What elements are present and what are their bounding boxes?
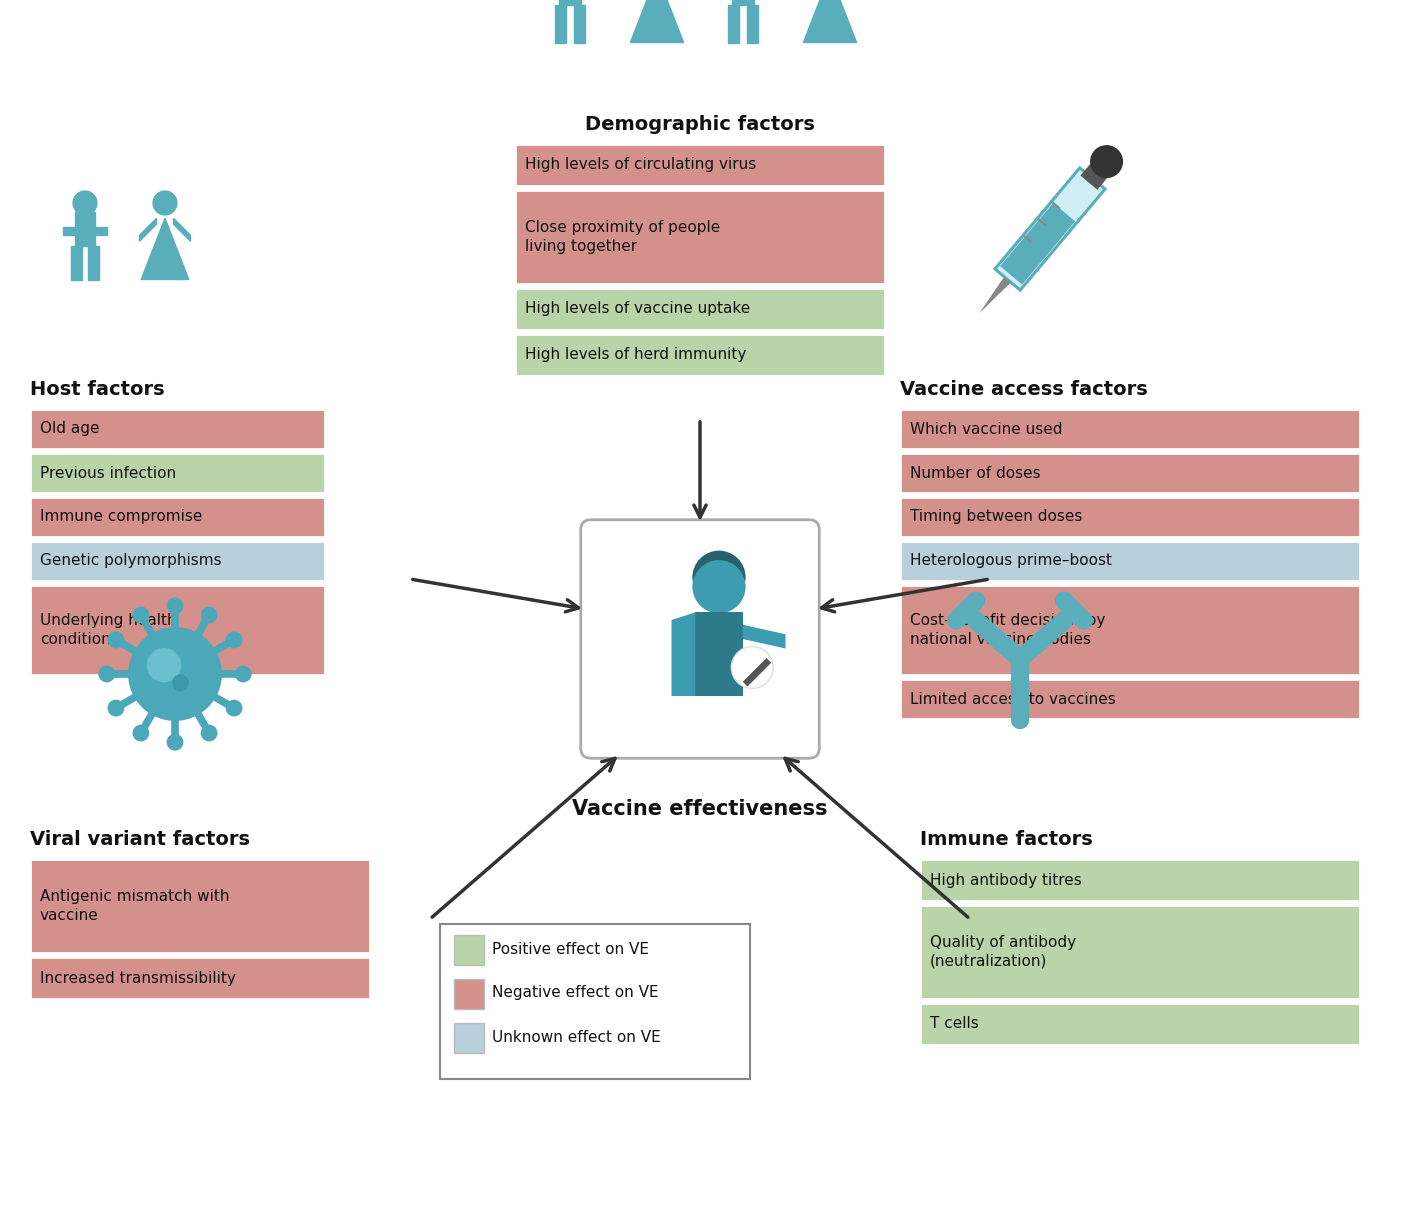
- Bar: [746, 5, 758, 43]
- Circle shape: [693, 560, 745, 613]
- Bar: [554, 5, 567, 43]
- Circle shape: [202, 607, 217, 623]
- Bar: [29, 541, 325, 581]
- Text: Positive effect on VE: Positive effect on VE: [492, 941, 650, 956]
- FancyBboxPatch shape: [581, 520, 819, 758]
- Bar: [72, 246, 81, 279]
- Bar: [63, 227, 107, 235]
- Circle shape: [153, 190, 177, 215]
- Bar: [920, 859, 1360, 901]
- Bar: [29, 859, 370, 952]
- Text: Viral variant factors: Viral variant factors: [29, 830, 250, 849]
- Circle shape: [133, 607, 149, 623]
- Circle shape: [1090, 145, 1122, 178]
- Circle shape: [226, 701, 241, 715]
- Text: T cells: T cells: [930, 1016, 979, 1031]
- Text: Quality of antibody
(neutralization): Quality of antibody (neutralization): [930, 935, 1076, 968]
- Text: Negative effect on VE: Negative effect on VE: [492, 986, 658, 1000]
- Bar: [515, 334, 885, 376]
- Bar: [558, 0, 581, 5]
- Circle shape: [693, 551, 745, 603]
- Circle shape: [167, 599, 182, 613]
- Bar: [74, 211, 95, 246]
- Polygon shape: [804, 0, 857, 43]
- Polygon shape: [142, 219, 189, 279]
- Bar: [88, 246, 98, 279]
- Bar: [899, 409, 1360, 449]
- Polygon shape: [630, 0, 683, 43]
- Text: Increased transmissibility: Increased transmissibility: [41, 971, 236, 986]
- Circle shape: [108, 632, 123, 648]
- Circle shape: [236, 666, 251, 682]
- Text: Cost–benefit decisions by
national vaccine bodies: Cost–benefit decisions by national vacci…: [911, 613, 1106, 646]
- Bar: [455, 935, 484, 965]
- Polygon shape: [174, 219, 191, 241]
- Polygon shape: [139, 219, 157, 241]
- Bar: [441, 924, 751, 1079]
- Circle shape: [202, 725, 217, 741]
- Bar: [515, 144, 885, 186]
- Polygon shape: [979, 277, 1012, 313]
- Bar: [455, 980, 484, 1009]
- Bar: [728, 5, 739, 43]
- Bar: [731, 0, 755, 5]
- Text: Antigenic mismatch with
vaccine: Antigenic mismatch with vaccine: [41, 890, 230, 923]
- Text: Which vaccine used: Which vaccine used: [911, 422, 1062, 436]
- Bar: [29, 957, 370, 999]
- Bar: [899, 541, 1360, 581]
- Text: Host factors: Host factors: [29, 380, 164, 399]
- Circle shape: [167, 735, 182, 750]
- Circle shape: [731, 646, 773, 688]
- Bar: [920, 1003, 1360, 1045]
- Bar: [515, 288, 885, 331]
- Text: Timing between doses: Timing between doses: [911, 510, 1082, 525]
- Circle shape: [133, 725, 149, 741]
- Polygon shape: [1080, 155, 1115, 189]
- Bar: [29, 585, 325, 675]
- Bar: [29, 454, 325, 493]
- Text: Number of doses: Number of doses: [911, 466, 1041, 481]
- Bar: [899, 678, 1360, 719]
- Polygon shape: [742, 624, 786, 649]
- Bar: [899, 454, 1360, 493]
- Polygon shape: [696, 612, 742, 696]
- Text: Limited access to vaccines: Limited access to vaccines: [911, 692, 1115, 707]
- Bar: [899, 585, 1360, 675]
- Polygon shape: [672, 612, 696, 696]
- Text: High levels of vaccine uptake: High levels of vaccine uptake: [525, 301, 751, 317]
- Text: Immune factors: Immune factors: [920, 830, 1093, 849]
- Text: Vaccine access factors: Vaccine access factors: [899, 380, 1148, 399]
- Text: Heterologous prime–boost: Heterologous prime–boost: [911, 553, 1113, 569]
- Text: Demographic factors: Demographic factors: [585, 116, 815, 134]
- Circle shape: [147, 649, 181, 682]
- Text: Underlying health
conditions: Underlying health conditions: [41, 613, 177, 646]
- Bar: [515, 190, 885, 284]
- Circle shape: [173, 675, 188, 691]
- Circle shape: [108, 701, 123, 715]
- Text: Immune compromise: Immune compromise: [41, 510, 202, 525]
- Text: High antibody titres: High antibody titres: [930, 873, 1082, 887]
- Bar: [574, 5, 585, 43]
- Circle shape: [226, 632, 241, 648]
- Text: Old age: Old age: [41, 422, 100, 436]
- Polygon shape: [1000, 203, 1075, 285]
- Text: Close proximity of people
living together: Close proximity of people living togethe…: [525, 220, 720, 254]
- Text: Previous infection: Previous infection: [41, 466, 177, 481]
- Circle shape: [73, 190, 97, 215]
- Polygon shape: [995, 168, 1106, 290]
- Text: Genetic polymorphisms: Genetic polymorphisms: [41, 553, 222, 569]
- Bar: [455, 1023, 484, 1053]
- Text: Unknown effect on VE: Unknown effect on VE: [492, 1030, 661, 1045]
- Circle shape: [129, 628, 222, 720]
- Bar: [920, 905, 1360, 999]
- Bar: [29, 497, 325, 537]
- Text: High levels of herd immunity: High levels of herd immunity: [525, 348, 746, 363]
- Bar: [29, 409, 325, 449]
- Circle shape: [100, 666, 115, 682]
- Text: High levels of circulating virus: High levels of circulating virus: [525, 157, 756, 172]
- Text: Vaccine effectiveness: Vaccine effectiveness: [572, 799, 828, 819]
- Bar: [899, 497, 1360, 537]
- Polygon shape: [742, 658, 772, 687]
